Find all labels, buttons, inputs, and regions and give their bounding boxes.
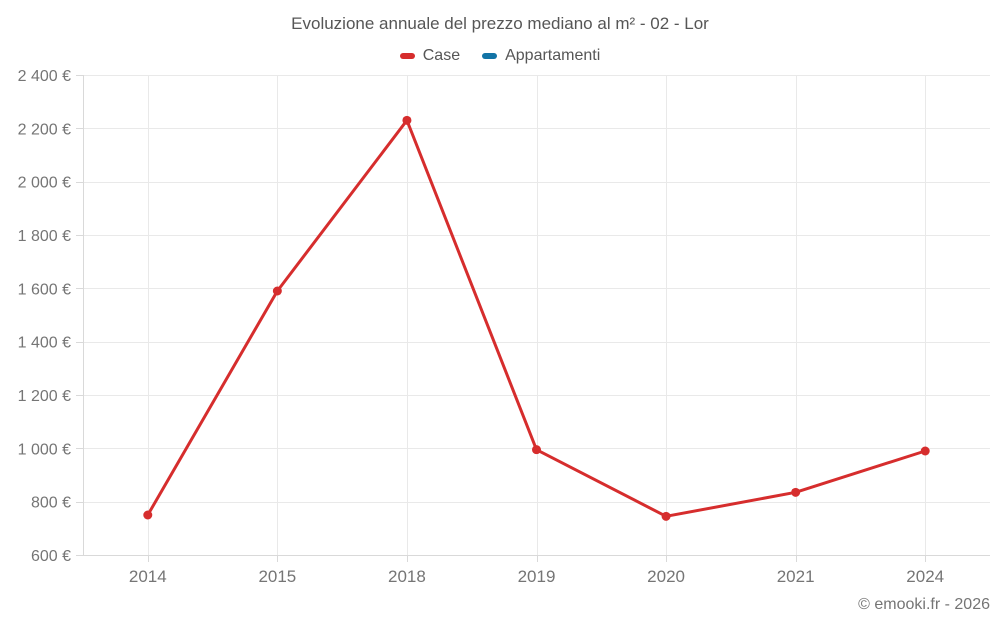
legend-swatch-icon xyxy=(399,53,415,59)
legend-label: Case xyxy=(422,47,461,64)
case-data-point-2019[interactable] xyxy=(532,445,541,455)
x-tick-label: 2024 xyxy=(906,567,944,586)
y-tick-label: 1 400 € xyxy=(18,335,71,352)
x-tick-label: 2015 xyxy=(258,567,296,586)
x-tick-label: 2019 xyxy=(518,567,556,586)
y-tick-label: 600 € xyxy=(31,548,71,565)
y-tick-label: 800 € xyxy=(31,495,71,512)
legend-item-case[interactable]: Case xyxy=(399,47,461,65)
y-tick-label: 2 200 € xyxy=(18,121,71,138)
legend-item-appartamenti[interactable]: Appartamenti xyxy=(482,47,600,65)
x-tick-label: 2021 xyxy=(777,567,815,586)
case-data-point-2015[interactable] xyxy=(272,286,282,296)
x-tick-label: 2018 xyxy=(388,567,426,586)
y-tick-label: 1 800 € xyxy=(18,228,71,245)
y-tick-label: 1 000 € xyxy=(18,441,71,458)
x-tick-label: 2014 xyxy=(129,567,167,586)
legend-swatch-icon xyxy=(482,53,498,59)
x-tick-label: 2020 xyxy=(647,567,685,586)
y-tick-label: 1 200 € xyxy=(18,388,71,405)
y-tick-label: 2 400 € xyxy=(18,68,71,85)
case-data-point-2014[interactable] xyxy=(143,510,153,520)
y-tick-label: 2 000 € xyxy=(18,175,71,192)
case-series-line xyxy=(146,118,927,518)
y-tick-label: 1 600 € xyxy=(18,281,71,298)
legend-label: Appartamenti xyxy=(505,47,601,64)
case-data-point-2021[interactable] xyxy=(791,487,801,497)
legend: Case Appartamenti xyxy=(0,46,1000,65)
case-data-point-2020[interactable] xyxy=(661,511,671,521)
case-data-point-2018[interactable] xyxy=(402,115,412,125)
copyright-watermark: © emooki.fr - 2026 xyxy=(858,596,990,613)
chart-title: Evoluzione annuale del prezzo mediano al… xyxy=(291,14,709,33)
case-data-point-2024[interactable] xyxy=(920,446,930,456)
